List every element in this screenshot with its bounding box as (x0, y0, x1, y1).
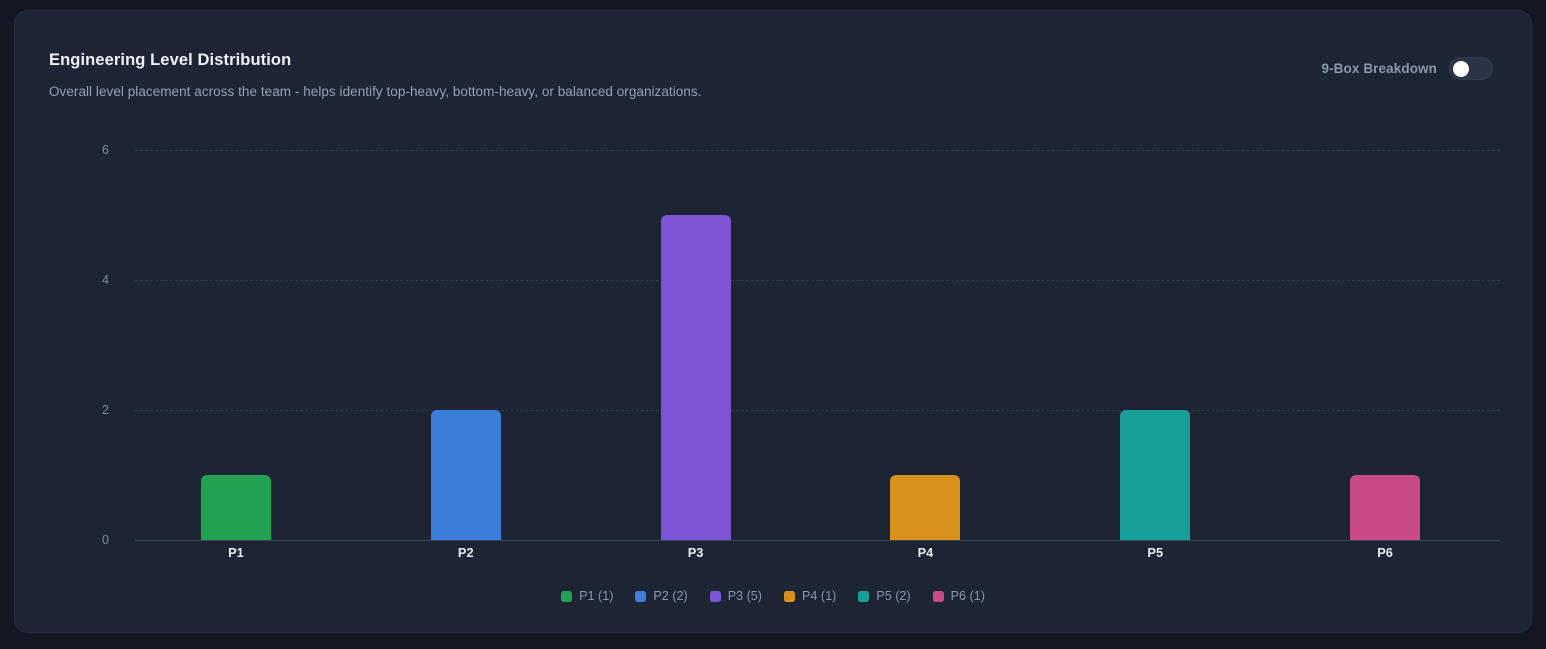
toggle-knob (1453, 60, 1469, 77)
bar-p4[interactable] (890, 475, 961, 540)
gridline-4 (135, 280, 1500, 281)
legend-item-6[interactable]: P6 (1) (932, 589, 985, 603)
bar-group-p4: P4 (811, 150, 1041, 560)
legend-swatch-icon (561, 590, 573, 602)
legend-label: P1 (1) (579, 589, 614, 603)
legend-swatch-icon (709, 590, 721, 602)
bar-p3[interactable] (660, 215, 731, 540)
bar-p2[interactable] (430, 410, 501, 540)
page-title: Engineering Level Distribution (49, 51, 292, 69)
legend-swatch-icon (858, 590, 870, 602)
legend-label: P2 (2) (653, 589, 688, 603)
x-axis-label-p2: P2 (457, 545, 474, 560)
legend-label: P5 (2) (876, 589, 911, 603)
gridline-6 (135, 150, 1500, 151)
nine-box-breakdown-toggle-group: 9-Box Breakdown (1321, 57, 1493, 80)
gridline-2 (135, 410, 1500, 411)
bar-group-p3: P3 (581, 150, 811, 560)
legend-label: P4 (1) (802, 589, 837, 603)
y-axis-label-4: 4 (102, 273, 109, 287)
gridline-0 (135, 540, 1500, 541)
bar-group-p1: P1 (121, 150, 351, 560)
legend-swatch-icon (635, 590, 647, 602)
chart-subtitle: Overall level placement across the team … (49, 84, 702, 99)
legend-item-3[interactable]: P3 (5) (709, 589, 762, 603)
bar-p5[interactable] (1120, 410, 1191, 540)
legend-swatch-icon (932, 590, 944, 602)
legend-label: P6 (1) (950, 589, 985, 603)
bar-group-p2: P2 (351, 150, 581, 560)
bar-series: P1 P2 P3 P4 P5 P6 (121, 150, 1500, 560)
legend-item-1[interactable]: P1 (1) (561, 589, 613, 603)
legend-label: P3 (5) (727, 589, 762, 603)
x-axis-label-p5: P5 (1147, 545, 1164, 560)
y-axis-label-6: 6 (102, 143, 109, 157)
legend-swatch-icon (784, 590, 795, 602)
x-axis-label-p6: P6 (1377, 545, 1393, 560)
chart-legend: P1 (1) P2 (2) P3 (5) P4 (1) P5 (2) P6 (1) (15, 589, 1531, 603)
bar-group-p6: P6 (1270, 150, 1500, 560)
bar-chart-plot-area: 0 2 4 6 P1 P2 P3 P4 P5 P6 (102, 143, 1500, 560)
y-axis-label-0: 0 (102, 533, 109, 547)
legend-item-5[interactable]: P5 (2) (858, 589, 911, 603)
x-axis-label-p3: P3 (687, 545, 704, 560)
engineering-level-distribution-card: Engineering Level Distribution Overall l… (14, 10, 1532, 633)
x-axis-label-p1: P1 (228, 545, 244, 560)
x-axis-label-p4: P4 (917, 545, 934, 560)
bar-p1[interactable] (200, 475, 271, 540)
y-axis-label-2: 2 (102, 403, 109, 417)
card-header: Engineering Level Distribution Overall l… (15, 11, 1531, 107)
bar-group-p5: P5 (1040, 150, 1270, 560)
nine-box-breakdown-switch[interactable] (1449, 57, 1493, 80)
nine-box-breakdown-label: 9-Box Breakdown (1321, 61, 1437, 76)
legend-item-4[interactable]: P4 (1) (784, 589, 836, 603)
bar-p6[interactable] (1350, 475, 1421, 540)
legend-item-2[interactable]: P2 (2) (635, 589, 688, 603)
